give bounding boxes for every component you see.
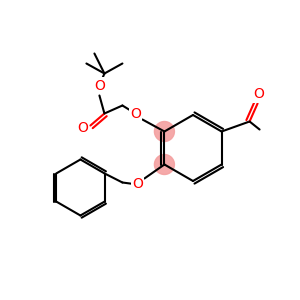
Text: O: O: [77, 121, 88, 134]
Circle shape: [154, 122, 174, 142]
Circle shape: [154, 154, 174, 175]
Text: O: O: [253, 88, 264, 101]
Text: O: O: [132, 178, 143, 191]
Text: O: O: [130, 106, 141, 121]
Text: O: O: [94, 79, 105, 92]
